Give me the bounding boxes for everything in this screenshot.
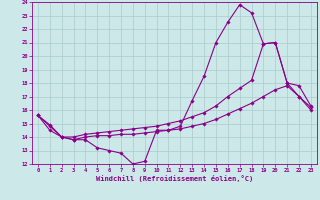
X-axis label: Windchill (Refroidissement éolien,°C): Windchill (Refroidissement éolien,°C) <box>96 175 253 182</box>
